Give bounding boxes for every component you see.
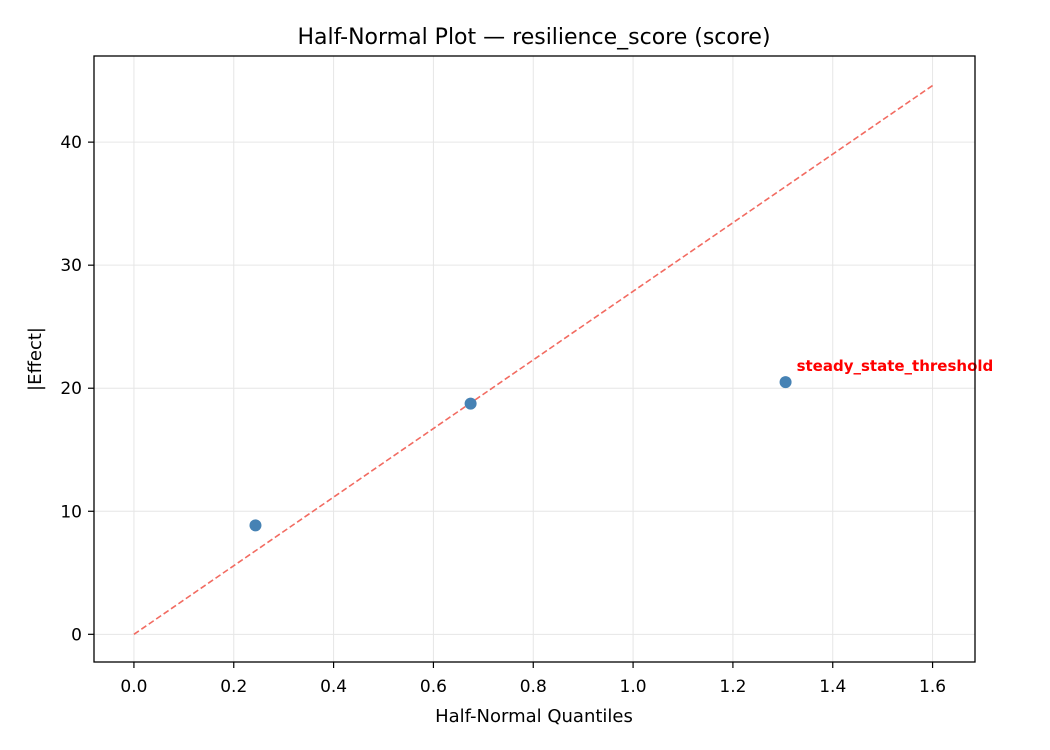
x-tick-label: 1.4 — [819, 677, 846, 697]
x-tick-label: 0.0 — [120, 677, 147, 697]
data-point — [249, 519, 262, 532]
x-tick-layer: 0.0 0.2 0.4 0.6 0.8 1.0 1.2 1.4 1.6 — [120, 662, 946, 697]
y-tick-label: 40 — [60, 133, 82, 153]
x-tick-label: 1.6 — [919, 677, 946, 697]
x-tick-label: 0.2 — [220, 677, 247, 697]
annotation-layer: steady_state_threshold — [797, 357, 994, 375]
chart-title: Half-Normal Plot — resilience_score (sco… — [297, 25, 770, 50]
x-tick-label: 0.4 — [320, 677, 347, 697]
data-point — [779, 376, 792, 389]
y-tick-label: 30 — [60, 256, 82, 276]
x-tick-label: 0.6 — [420, 677, 447, 697]
plot-frame — [93, 55, 976, 663]
x-tick-label: 0.8 — [520, 677, 547, 697]
data-point — [464, 397, 477, 410]
y-tick-label: 20 — [60, 379, 82, 399]
points-layer — [249, 376, 792, 532]
y-tick-label: 10 — [60, 502, 82, 522]
point-annotation: steady_state_threshold — [797, 357, 994, 375]
y-tick-layer: 0 10 20 30 40 — [60, 133, 94, 645]
x-axis-label: Half-Normal Quantiles — [435, 706, 633, 727]
x-tick-label: 1.2 — [719, 677, 746, 697]
y-axis-label: |Effect| — [25, 327, 46, 391]
x-tick-label: 1.0 — [620, 677, 647, 697]
y-tick-label: 0 — [71, 625, 82, 645]
grid-layer — [94, 56, 975, 662]
